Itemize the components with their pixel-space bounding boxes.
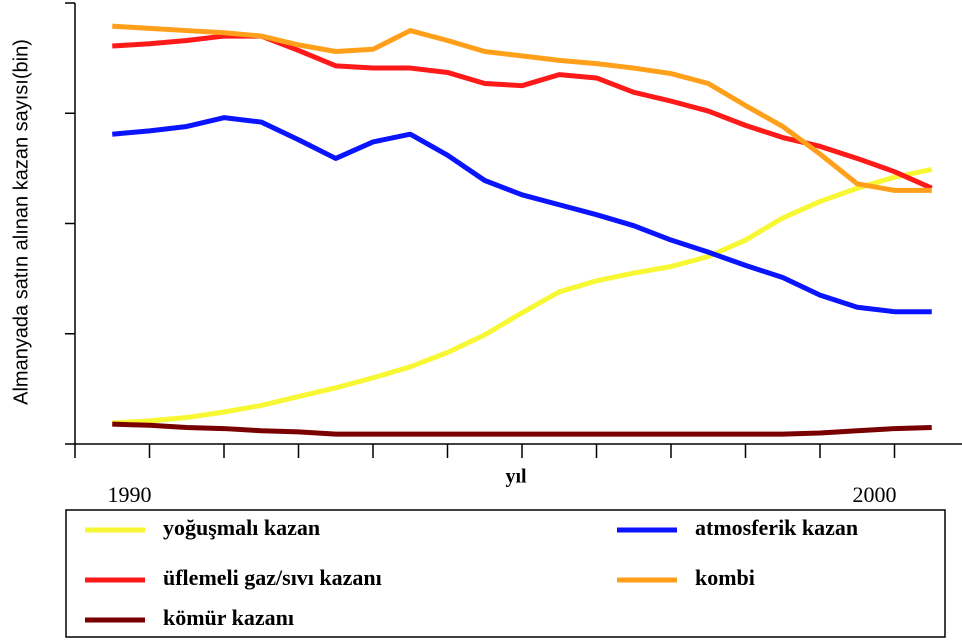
y-axis-label: Almanyada satın alınan kazan sayısı(bin) bbox=[10, 39, 32, 405]
series-line bbox=[112, 115, 932, 315]
legend-label: atmosferik kazan bbox=[695, 515, 858, 540]
x-tick-label: 1990 bbox=[108, 482, 152, 507]
legend-label: yoğuşmalı kazan bbox=[163, 515, 320, 540]
series-line bbox=[112, 421, 932, 437]
legend-label: kombi bbox=[695, 565, 755, 590]
legend-label: üflemeli gaz/sıvı kazanı bbox=[163, 565, 382, 590]
legend-box bbox=[65, 509, 946, 638]
series-line bbox=[112, 167, 933, 426]
x-axis-label: yıl bbox=[505, 466, 527, 488]
series-line bbox=[112, 23, 932, 193]
legend-label: kömür kazanı bbox=[163, 605, 294, 630]
series-line bbox=[112, 33, 933, 191]
x-tick-label: 2000 bbox=[853, 482, 897, 507]
